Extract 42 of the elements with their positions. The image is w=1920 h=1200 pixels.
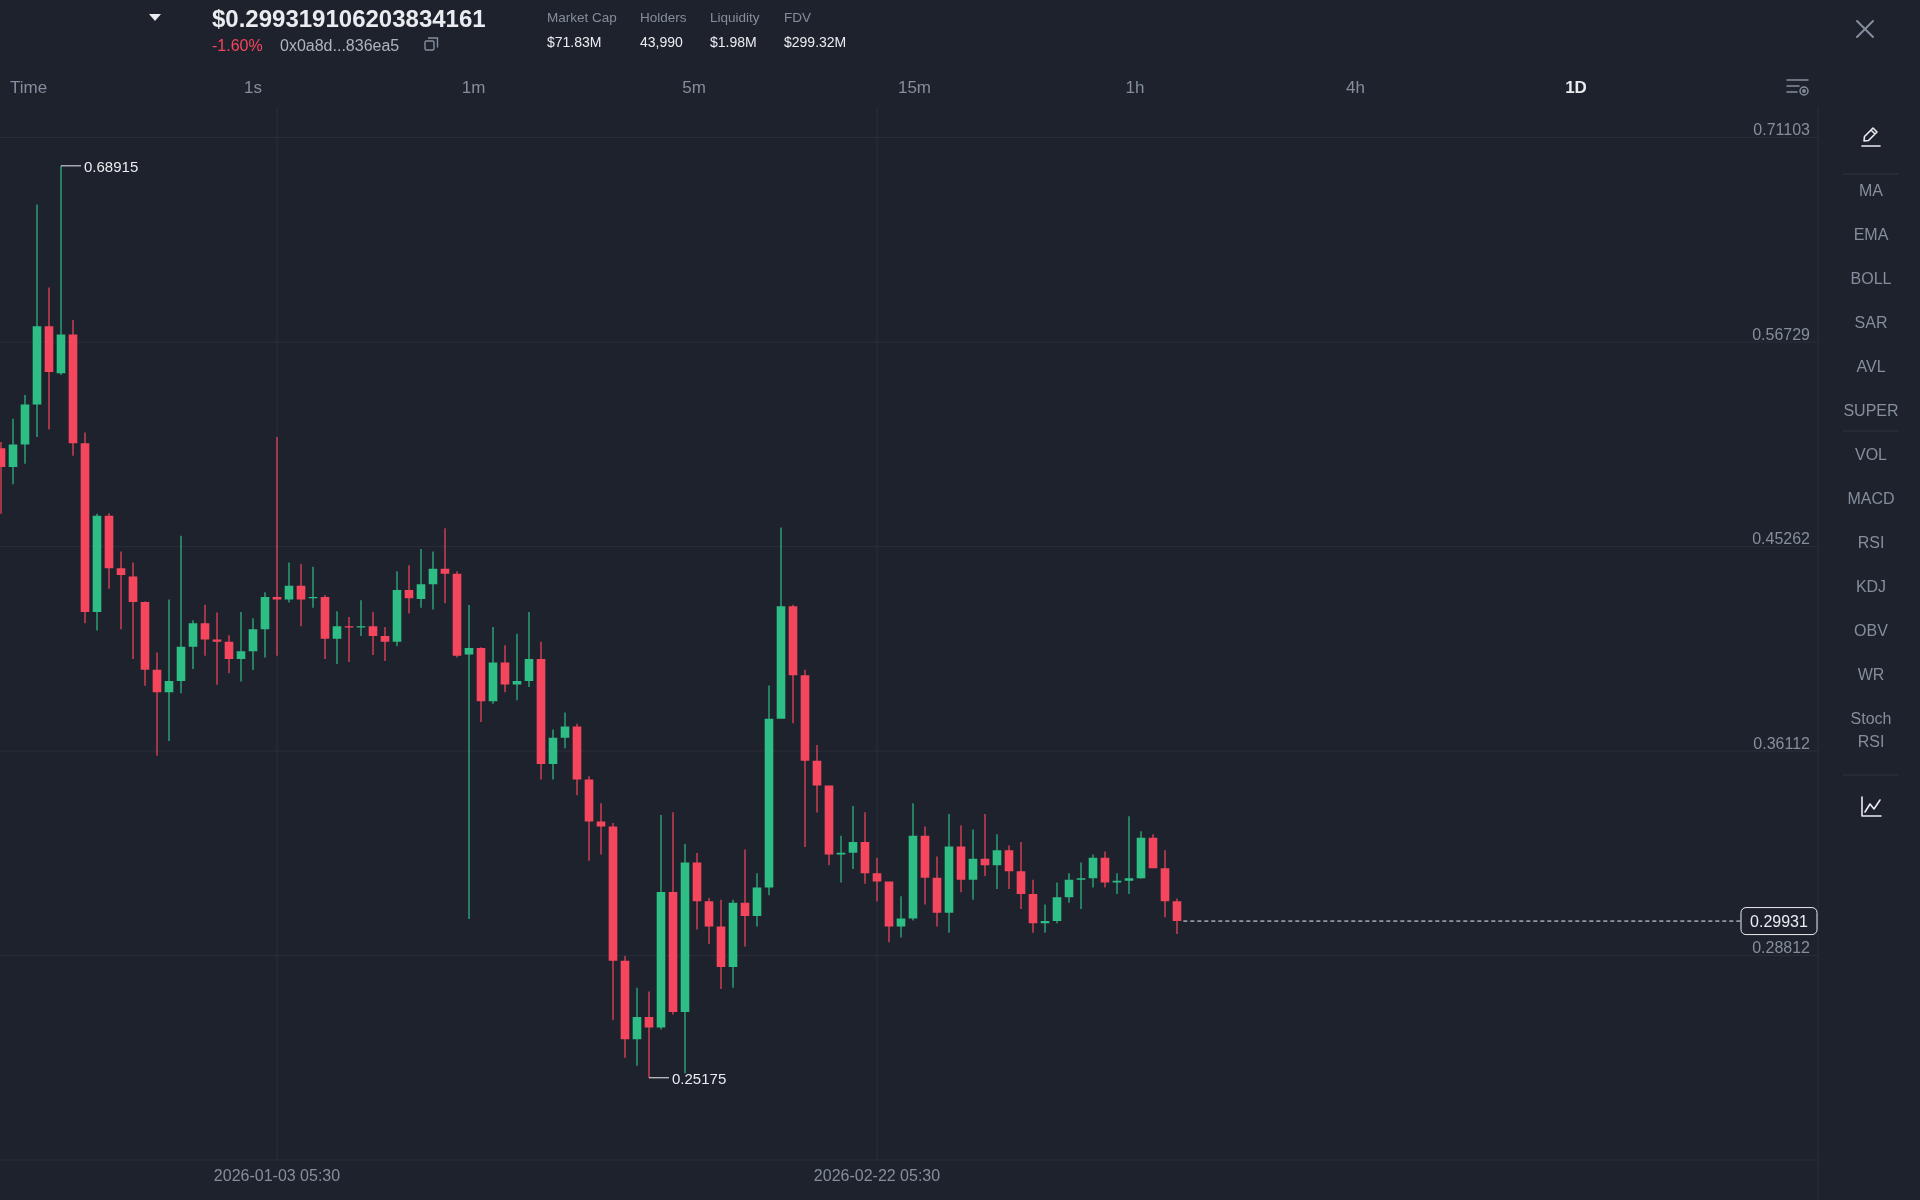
text: VOL	[1854, 445, 1888, 463]
text: 43,990	[640, 34, 684, 50]
x-tick-label: 2026-01-03 05:30	[213, 1166, 341, 1184]
text: Market Cap	[547, 9, 617, 25]
text: BOLL	[1850, 269, 1892, 287]
annotation: 0.25175	[672, 1069, 727, 1087]
chart-title: $0.299319106203834161	[212, 4, 486, 32]
text: FDV	[784, 9, 811, 25]
text: EMA	[1853, 225, 1889, 243]
text: Holders	[640, 9, 687, 25]
text: 5m	[682, 77, 706, 97]
text: SUPER	[1843, 401, 1899, 419]
text: SAR	[1854, 313, 1888, 331]
y-tick-label: 0.56729	[1752, 325, 1811, 343]
y-tick-label: 0.45262	[1752, 530, 1811, 548]
text: RSI	[1857, 533, 1885, 551]
text: Stoch RSI	[1850, 709, 1892, 750]
text: 4h	[1346, 77, 1365, 97]
text: OBV	[1854, 621, 1889, 639]
text: Liquidity	[710, 9, 760, 25]
text: MA	[1859, 181, 1884, 199]
text: WR	[1857, 665, 1885, 683]
y-tick-label: 0.71103	[1753, 121, 1811, 139]
text: Time	[10, 77, 48, 97]
chart-subtitle: -1.60%	[212, 36, 263, 54]
ref-line-label: 0.29931	[1750, 912, 1809, 930]
text: AVL	[1856, 357, 1886, 375]
text: 1h	[1125, 77, 1145, 97]
y-tick-label: 0.36112	[1753, 734, 1811, 752]
text: 1s	[244, 77, 262, 97]
text: $71.83M	[547, 34, 602, 50]
x-tick-label: 2026-02-22 05:30	[813, 1166, 941, 1184]
y-tick-label: 0.28812	[1752, 939, 1811, 957]
text: $1.98M	[710, 34, 757, 50]
text: 1D	[1565, 77, 1587, 97]
text: KDJ	[1855, 577, 1887, 595]
text: 15m	[897, 77, 932, 97]
text: MACD	[1847, 489, 1895, 507]
text: 0x0a8d...836ea5	[280, 36, 400, 54]
text: 1m	[461, 77, 486, 97]
annotation: 0.68915	[84, 157, 139, 175]
text: $299.32M	[784, 34, 847, 50]
